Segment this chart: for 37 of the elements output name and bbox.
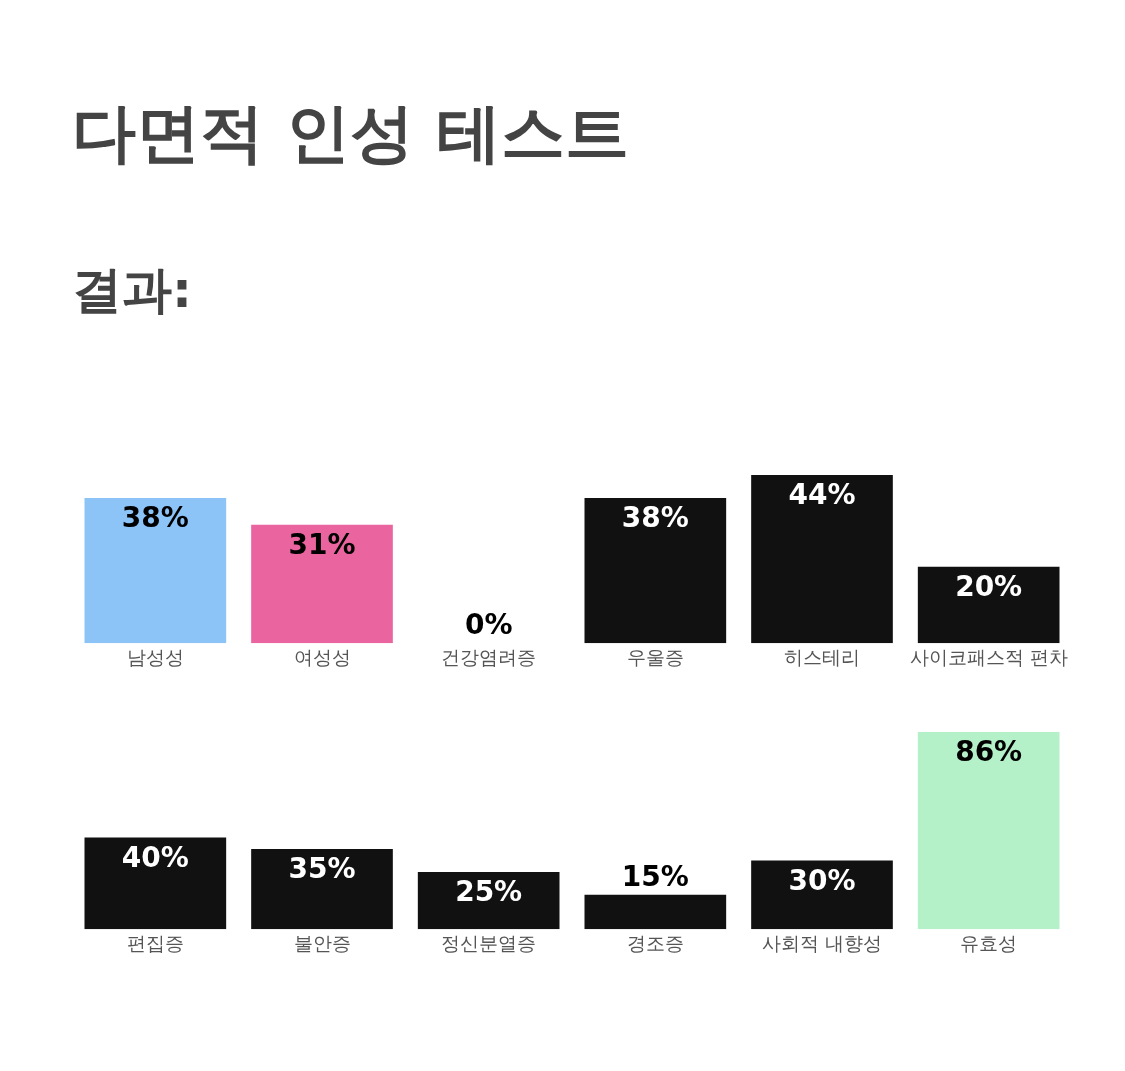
x-tick-label: 건강염려증: [441, 645, 537, 668]
bar: [84, 498, 227, 644]
bar: [251, 524, 393, 644]
data-label: 38%: [621, 501, 689, 535]
data-label: 40%: [121, 840, 189, 874]
x-tick-label: 남성성: [126, 645, 184, 668]
x-tick-label: 편집증: [126, 931, 184, 954]
x-tick-label: 우울증: [626, 645, 684, 668]
chart-subtitle: 결과:: [72, 260, 193, 321]
data-label: 31%: [288, 528, 356, 562]
data-label: 86%: [955, 735, 1023, 769]
x-tick-label: 히스테리: [784, 645, 860, 668]
bar: [917, 732, 1060, 930]
data-label: 35%: [288, 852, 356, 886]
x-tick-label: 불안증: [293, 931, 351, 954]
x-tick-label: 사이코패스적 편차: [909, 645, 1068, 668]
bar: [584, 894, 727, 930]
data-label: 20%: [955, 570, 1023, 604]
x-tick-label: 사회적 내향성: [761, 931, 883, 954]
data-label: 25%: [455, 875, 523, 909]
bar: [417, 871, 560, 930]
bar: [584, 498, 727, 644]
data-label: 30%: [788, 863, 856, 897]
x-tick-label: 여성성: [293, 645, 351, 668]
x-tick-label: 경조증: [626, 931, 684, 954]
data-label: 38%: [121, 501, 189, 535]
chart-title: 다면적 인성 테스트: [72, 95, 630, 172]
bar: [751, 860, 893, 930]
x-tick-label: 유효성: [960, 931, 1018, 954]
x-tick-label: 정신분열증: [441, 931, 537, 954]
data-label: 44%: [788, 478, 856, 512]
bar: [917, 566, 1060, 644]
data-label: 0%: [464, 608, 513, 642]
bar: [84, 837, 227, 930]
bar: [251, 848, 393, 930]
data-label: 15%: [621, 860, 689, 894]
bar: [751, 475, 893, 644]
